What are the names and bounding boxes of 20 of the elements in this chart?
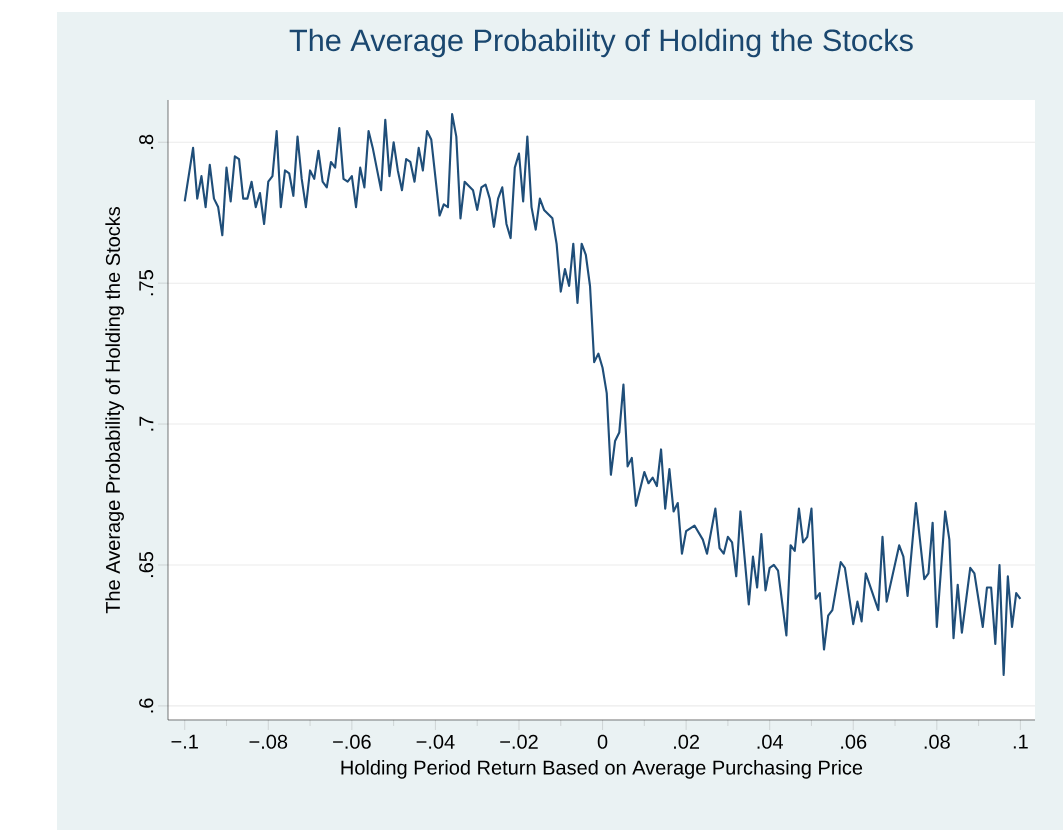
x-tick-label: .02	[674, 734, 700, 749]
line-series	[183, 113, 1022, 676]
x-tick-label: .1	[1013, 734, 1028, 749]
y-tick-label: .65	[139, 551, 154, 578]
y-axis-title: The Average Probability of Holding the Stocks	[105, 206, 124, 614]
y-tick-label: .75	[139, 270, 154, 296]
x-tick-label: .08	[924, 734, 950, 749]
x-tick-label: −.06	[333, 734, 371, 749]
x-tick-label: .04	[757, 734, 783, 749]
y-tick-label: .6	[139, 698, 154, 713]
x-tick-label: −.02	[500, 734, 538, 749]
x-tick-label: −.04	[416, 734, 455, 749]
x-tick-label: −.1	[171, 734, 198, 749]
chart-title: The Average Probability of Holding the Stocks	[289, 28, 913, 58]
x-axis-title: Holding Period Return Based on Average Purchasing Price	[341, 760, 863, 779]
y-tick-label: .8	[139, 134, 154, 149]
x-tick-label: −.08	[249, 734, 288, 749]
x-tick-label: .06	[841, 734, 867, 749]
x-tick-label: 0	[597, 734, 608, 749]
y-tick-label: .7	[139, 416, 154, 431]
